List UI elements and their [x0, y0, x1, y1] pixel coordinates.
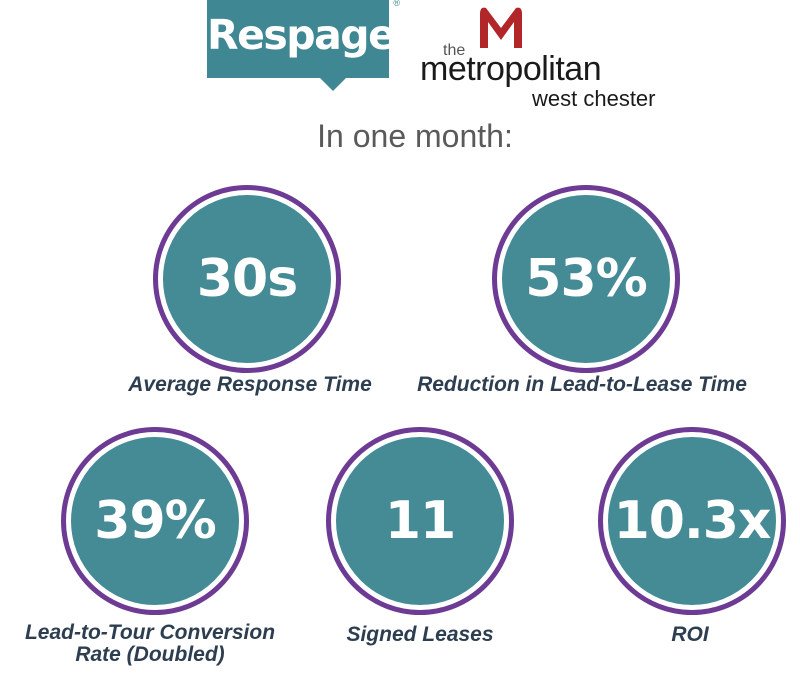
metropolitan-the-text: the — [443, 42, 466, 59]
stat-circle-signed-leases: 11 — [331, 432, 509, 610]
stat-circle-roi: 10.3x — [603, 432, 781, 610]
headline: In one month: — [317, 118, 513, 154]
stat-circle-response-time: 30s — [158, 190, 336, 368]
respage-logo: Respage ® — [207, 0, 400, 91]
stat-label-lead-to-lease: Reduction in Lead-to-Lease Time — [417, 373, 747, 396]
respage-logo-text: Respage — [207, 11, 396, 59]
stat-label-conversion-rate: Lead-to-Tour Conversion Rate (Doubled) — [24, 621, 276, 666]
stat-label-roi: ROI — [671, 623, 709, 646]
metropolitan-location: west chester — [532, 86, 656, 111]
stat-circle-lead-to-lease: 53% — [497, 190, 675, 368]
stat-label-response-time: Average Response Time — [128, 373, 372, 396]
stat-label-signed-leases: Signed Leases — [346, 623, 494, 646]
registered-mark: ® — [393, 0, 400, 8]
respage-logo-pointer — [319, 77, 347, 91]
stat-circle-conversion-rate: 39% — [66, 432, 244, 610]
metropolitan-m-icon — [480, 7, 522, 49]
metropolitan-name: metropolitan — [420, 50, 602, 88]
